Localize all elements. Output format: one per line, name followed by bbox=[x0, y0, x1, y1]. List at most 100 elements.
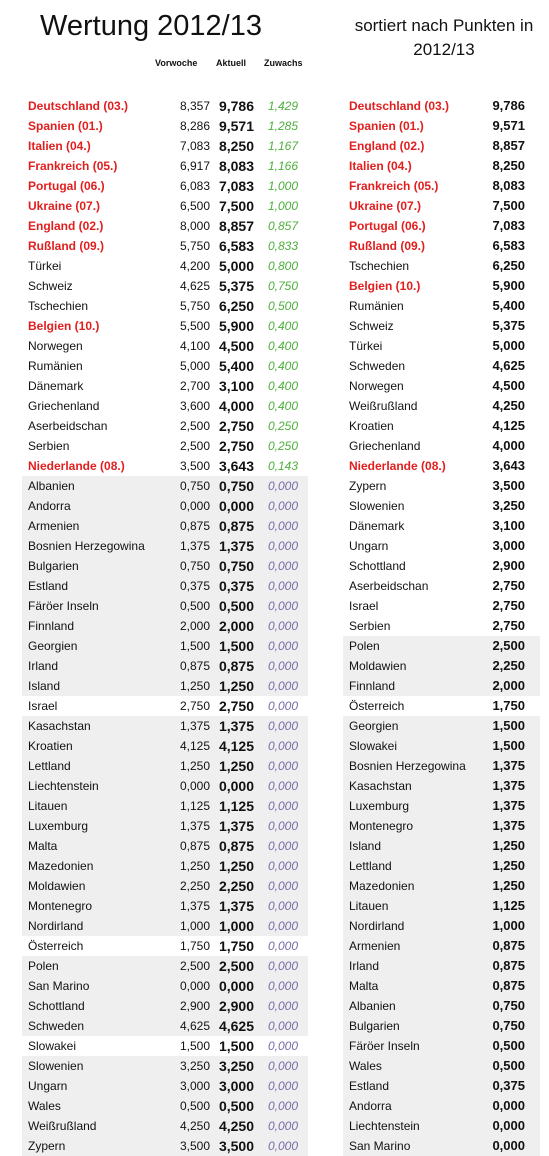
table-row: Georgien 1,500 1,500 0,000 bbox=[22, 636, 308, 656]
previous-week-value: 6,917 bbox=[179, 159, 210, 173]
table-row: Kroatien 4,125 bbox=[343, 416, 540, 436]
gain-value: 0,800 bbox=[267, 259, 298, 273]
current-value: 6,583 bbox=[218, 238, 254, 254]
current-value: 1,375 bbox=[218, 818, 254, 834]
table-row: Irland 0,875 bbox=[343, 956, 540, 976]
points-value: 1,250 bbox=[492, 838, 525, 853]
current-value: 2,750 bbox=[218, 438, 254, 454]
previous-week-value: 0,875 bbox=[179, 839, 210, 853]
country-name: Kasachstan bbox=[28, 719, 91, 733]
gain-value: 0,000 bbox=[267, 1139, 298, 1153]
points-value: 0,000 bbox=[492, 1138, 525, 1153]
country-name: Färöer Inseln bbox=[349, 1039, 420, 1053]
country-name: Wales bbox=[28, 1099, 61, 1113]
country-name: Estland bbox=[349, 1079, 390, 1093]
current-value: 0,875 bbox=[218, 658, 254, 674]
previous-week-value: 4,625 bbox=[179, 279, 210, 293]
points-value: 3,250 bbox=[492, 498, 525, 513]
points-value: 6,250 bbox=[492, 258, 525, 273]
previous-week-value: 1,250 bbox=[179, 859, 210, 873]
country-name: Färöer Inseln bbox=[28, 599, 99, 613]
previous-week-value: 0,000 bbox=[179, 499, 210, 513]
table-row: Weißrußland 4,250 4,250 0,000 bbox=[22, 1116, 308, 1136]
points-value: 2,250 bbox=[492, 658, 525, 673]
gain-value: 0,400 bbox=[267, 319, 298, 333]
table-row: Niederlande (08.) 3,643 bbox=[343, 456, 540, 476]
points-value: 3,100 bbox=[492, 518, 525, 533]
previous-week-value: 8,000 bbox=[179, 219, 210, 233]
country-name: Israel bbox=[28, 699, 58, 713]
table-row: Griechenland 4,000 bbox=[343, 436, 540, 456]
current-value: 0,375 bbox=[218, 578, 254, 594]
country-name: Aserbeidschan bbox=[349, 579, 429, 593]
country-name: Bosnien Herzegowina bbox=[28, 539, 145, 553]
current-value: 8,083 bbox=[218, 158, 254, 174]
table-row: Moldawien 2,250 bbox=[343, 656, 540, 676]
current-value: 4,500 bbox=[218, 338, 254, 354]
previous-week-value: 5,750 bbox=[179, 299, 210, 313]
table-row: Belgien (10.) 5,500 5,900 0,400 bbox=[22, 316, 308, 336]
current-value: 1,250 bbox=[218, 858, 254, 874]
gain-value: 0,000 bbox=[267, 499, 298, 513]
table-row: Israel 2,750 bbox=[343, 596, 540, 616]
country-name: Griechenland bbox=[349, 439, 421, 453]
table-row: England (02.) 8,857 bbox=[343, 136, 540, 156]
table-row: Montenegro 1,375 bbox=[343, 816, 540, 836]
points-value: 5,400 bbox=[492, 298, 525, 313]
header-vorwoche: Vorwoche bbox=[155, 58, 198, 68]
table-row: Schweiz 4,625 5,375 0,750 bbox=[22, 276, 308, 296]
current-value: 1,375 bbox=[218, 898, 254, 914]
country-name: Island bbox=[28, 679, 61, 693]
table-row: Bosnien Herzegowina 1,375 1,375 0,000 bbox=[22, 536, 308, 556]
current-value: 1,500 bbox=[218, 638, 254, 654]
points-value: 5,375 bbox=[492, 318, 525, 333]
previous-week-value: 2,750 bbox=[179, 699, 210, 713]
points-value: 5,000 bbox=[492, 338, 525, 353]
table-row: Slowenien 3,250 3,250 0,000 bbox=[22, 1056, 308, 1076]
previous-week-value: 1,750 bbox=[179, 939, 210, 953]
gain-value: 0,000 bbox=[267, 759, 298, 773]
country-name: Slowakei bbox=[349, 739, 398, 753]
table-row: Luxemburg 1,375 bbox=[343, 796, 540, 816]
gain-value: 0,000 bbox=[267, 999, 298, 1013]
gain-value: 0,000 bbox=[267, 1099, 298, 1113]
gain-value: 0,250 bbox=[267, 439, 298, 453]
table-row: Slowenien 3,250 bbox=[343, 496, 540, 516]
gain-value: 0,000 bbox=[267, 679, 298, 693]
country-name: Frankreich (05.) bbox=[349, 179, 439, 193]
table-row: Färöer Inseln 0,500 0,500 0,000 bbox=[22, 596, 308, 616]
table-row: Litauen 1,125 bbox=[343, 896, 540, 916]
country-name: Dänemark bbox=[28, 379, 84, 393]
table-row: Griechenland 3,600 4,000 0,400 bbox=[22, 396, 308, 416]
previous-week-value: 1,250 bbox=[179, 679, 210, 693]
gain-value: 1,429 bbox=[267, 99, 298, 113]
gain-value: 0,000 bbox=[267, 1019, 298, 1033]
country-name: Frankreich (05.) bbox=[28, 159, 118, 173]
country-name: Serbien bbox=[349, 619, 391, 633]
gain-value: 0,000 bbox=[267, 919, 298, 933]
table-row: Mazedonien 1,250 bbox=[343, 876, 540, 896]
table-row: Österreich 1,750 1,750 0,000 bbox=[22, 936, 308, 956]
country-name: Bulgarien bbox=[28, 559, 79, 573]
header-zuwachs: Zuwachs bbox=[264, 58, 303, 68]
table-row: Nordirland 1,000 bbox=[343, 916, 540, 936]
table-row: Armenien 0,875 0,875 0,000 bbox=[22, 516, 308, 536]
previous-week-value: 3,250 bbox=[179, 1059, 210, 1073]
points-value: 1,125 bbox=[492, 898, 525, 913]
country-name: Spanien (01.) bbox=[28, 119, 103, 133]
country-name: Liechtenstein bbox=[28, 779, 99, 793]
table-row: Lettland 1,250 1,250 0,000 bbox=[22, 756, 308, 776]
country-name: Norwegen bbox=[28, 339, 83, 353]
points-value: 0,750 bbox=[492, 1018, 525, 1033]
gain-value: 0,400 bbox=[267, 379, 298, 393]
country-name: Albanien bbox=[28, 479, 75, 493]
previous-week-value: 0,000 bbox=[179, 779, 210, 793]
points-value: 4,000 bbox=[492, 438, 525, 453]
table-row: Nordirland 1,000 1,000 0,000 bbox=[22, 916, 308, 936]
gain-value: 0,000 bbox=[267, 559, 298, 573]
table-row: Schweden 4,625 bbox=[343, 356, 540, 376]
table-row: Ukraine (07.) 7,500 bbox=[343, 196, 540, 216]
country-name: Polen bbox=[349, 639, 380, 653]
gain-value: 0,000 bbox=[267, 1119, 298, 1133]
table-row: Serbien 2,750 bbox=[343, 616, 540, 636]
